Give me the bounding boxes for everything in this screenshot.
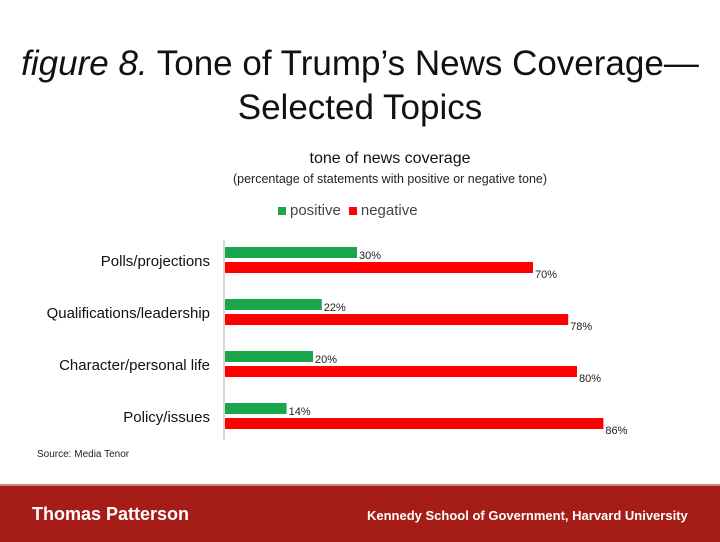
category-label: Policy/issues xyxy=(123,409,210,426)
data-label-positive: 22% xyxy=(324,302,346,314)
bar-negative xyxy=(225,262,533,273)
title-text: Tone of Trump’s News Coverage—Selected T… xyxy=(147,44,699,127)
source-note: Source: Media Tenor xyxy=(37,449,130,460)
data-label-negative: 78% xyxy=(570,321,592,333)
bar-positive xyxy=(225,403,287,414)
legend-swatch-positive xyxy=(278,206,286,215)
bar-positive xyxy=(225,299,322,310)
data-label-positive: 30% xyxy=(359,250,381,262)
bar-positive xyxy=(225,247,357,258)
footer-institution: Kennedy School of Government, Harvard Un… xyxy=(367,508,688,523)
slide-title: figure 8. Tone of Trump’s News Coverage—… xyxy=(0,42,720,130)
bar-negative xyxy=(225,418,604,429)
data-label-negative: 70% xyxy=(535,269,557,281)
bar-positive xyxy=(225,351,313,362)
data-label-positive: 20% xyxy=(315,354,337,366)
bar-negative xyxy=(225,366,577,377)
data-label-negative: 86% xyxy=(605,425,627,437)
category-label: Character/personal life xyxy=(59,357,210,374)
chart-subtitle: (percentage of statements with positive … xyxy=(232,172,548,186)
legend-label-positive: positive xyxy=(290,202,341,219)
category-label: Qualifications/leadership xyxy=(47,305,210,322)
footer-author: Thomas Patterson xyxy=(32,504,190,524)
data-label-positive: 14% xyxy=(289,406,311,418)
legend-entry-negative: negative xyxy=(348,202,418,219)
footer-banner: Thomas Patterson Kennedy School of Gover… xyxy=(0,484,720,542)
data-label-negative: 80% xyxy=(579,373,601,385)
chart-legend: positive negative xyxy=(278,202,426,219)
legend-label-negative: negative xyxy=(360,202,418,219)
legend-swatch-negative xyxy=(348,206,357,215)
bar-negative xyxy=(225,314,569,325)
bar-chart: Polls/projections 30% 70% Qualifications/le… xyxy=(47,240,628,440)
title-figure-number: figure 8. xyxy=(21,44,148,83)
category-label: Polls/projections xyxy=(101,253,210,270)
chart-title: tone of news coverage xyxy=(309,150,471,167)
legend-entry-positive: positive xyxy=(278,202,341,219)
